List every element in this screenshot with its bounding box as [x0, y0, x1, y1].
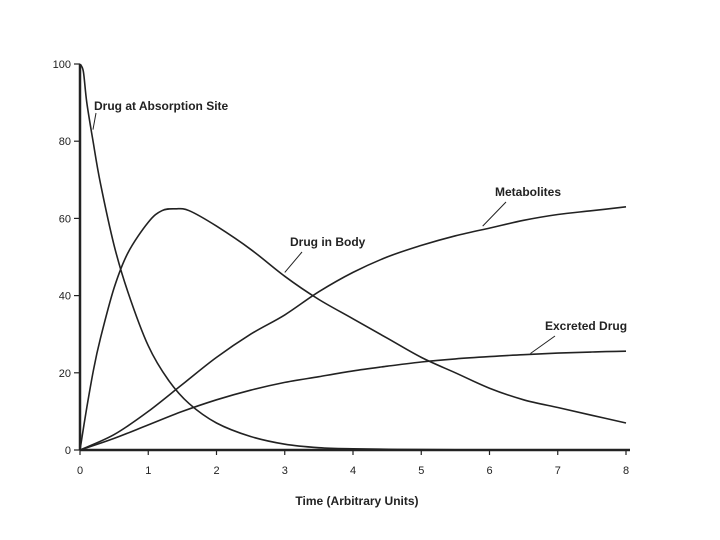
series-lines — [79, 63, 627, 451]
x-tick-label: 7 — [555, 465, 561, 477]
series-line-drug-at-absorption-site — [79, 63, 626, 451]
x-axis-title: Time (Arbitrary Units) — [295, 494, 418, 508]
x-tick-label: 8 — [623, 465, 629, 477]
leader-metabolites — [482, 201, 507, 227]
x-tick-label: 0 — [77, 465, 83, 477]
x-tick-label: 6 — [486, 465, 492, 477]
label-excreted-drug: Excreted Drug — [545, 319, 627, 333]
series-annotations: Drug at Absorption Site Drug in Body Metab… — [92, 99, 627, 354]
x-tick-label: 2 — [213, 465, 219, 477]
label-drug-in-body: Drug in Body — [290, 235, 366, 249]
label-drug-at-absorption-site: Drug at Absorption Site — [94, 99, 229, 113]
x-tick-label: 3 — [282, 465, 288, 477]
x-tick-label: 5 — [418, 465, 424, 477]
x-tick-label: 4 — [350, 465, 356, 477]
label-metabolites: Metabolites — [495, 185, 561, 199]
series-line-drug-in-body — [79, 207, 627, 451]
series-line-excreted-drug — [79, 350, 627, 451]
leader-drug-in-body — [284, 251, 303, 273]
axes — [78, 64, 630, 452]
y-tick-label: 100 — [53, 59, 71, 71]
x-tick-label: 1 — [145, 465, 151, 477]
y-tick-label: 60 — [59, 213, 71, 225]
y-tick-label: 0 — [65, 445, 71, 457]
y-tick-label: 40 — [59, 291, 71, 303]
y-tick-label: 80 — [59, 136, 71, 148]
leader-excreted-drug — [530, 335, 556, 354]
y-tick-label: 20 — [59, 368, 71, 380]
leader-drug-at-absorption-site — [92, 112, 97, 130]
series-line-metabolites — [79, 206, 627, 451]
